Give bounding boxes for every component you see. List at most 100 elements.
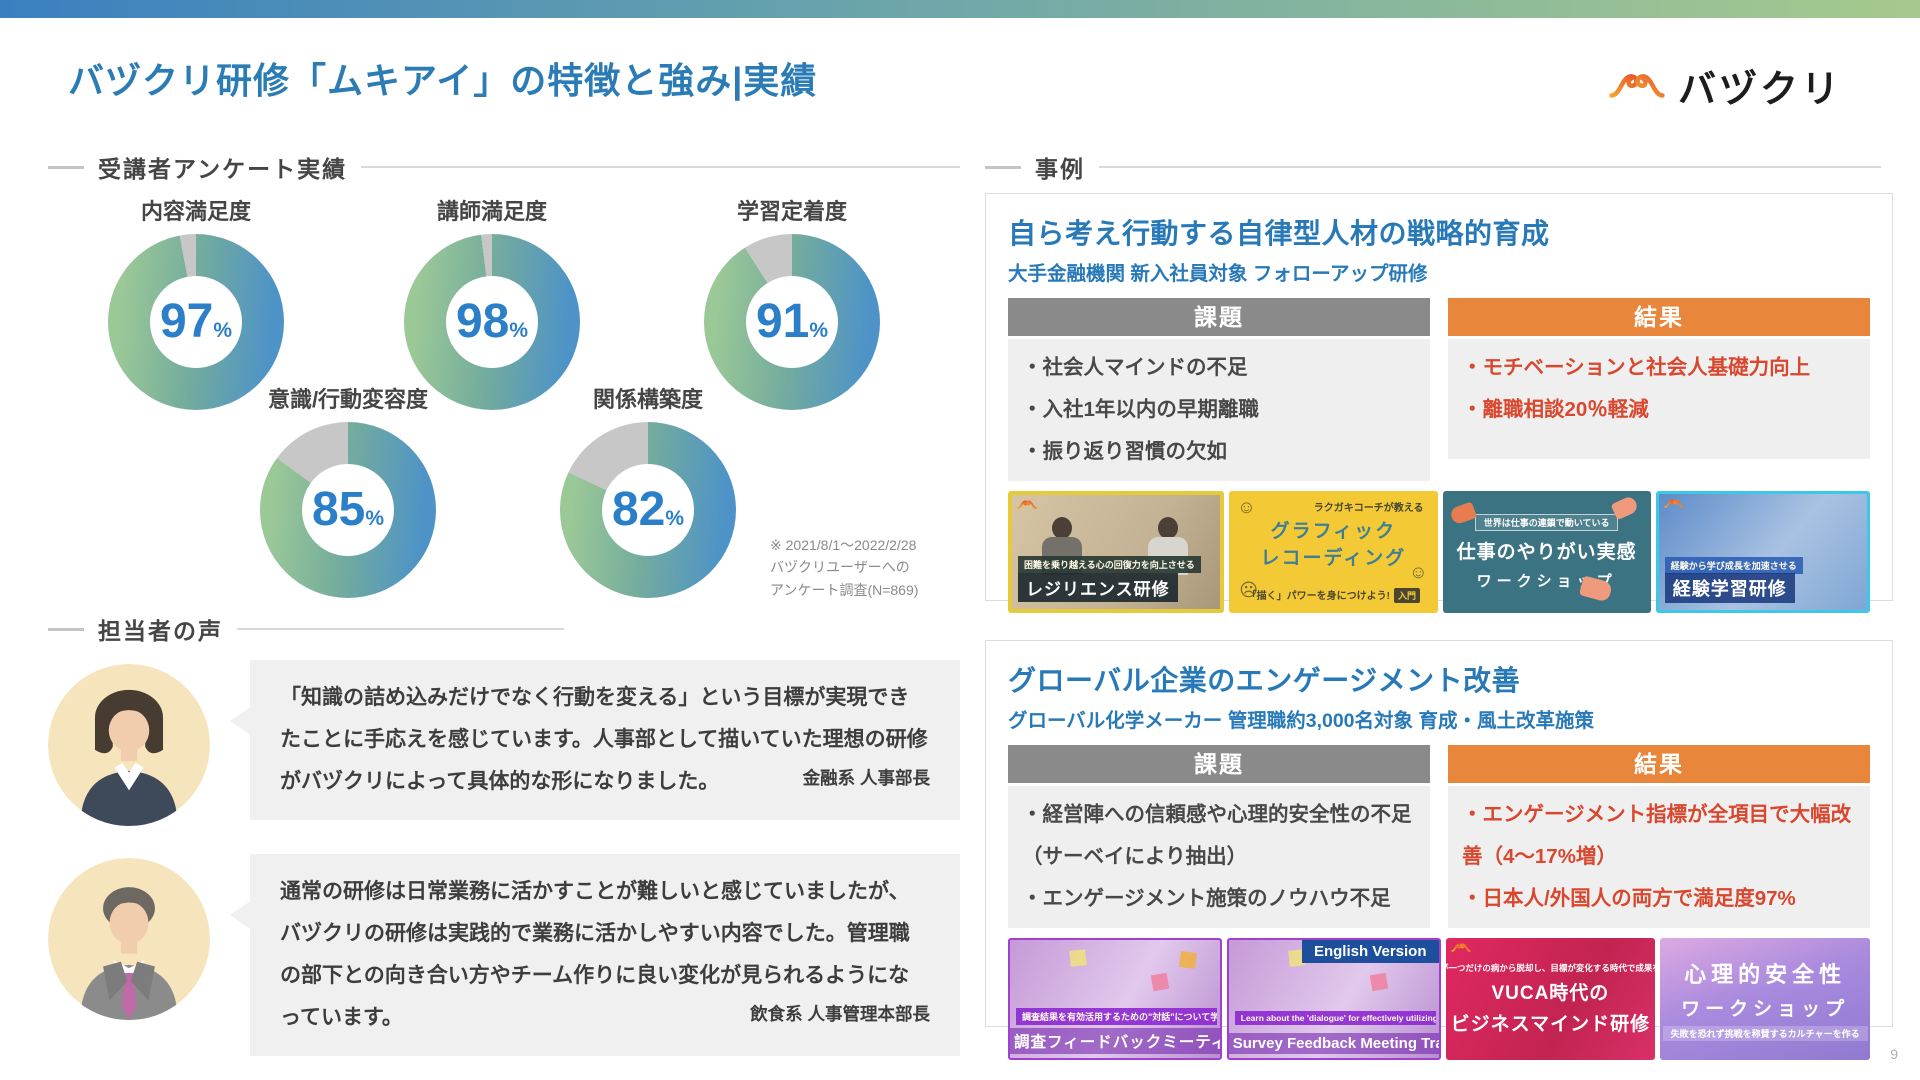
thumbnail-title-line: ワークショップ xyxy=(1476,572,1617,590)
program-thumbnail-strip: 困難を乗り越える心の回復力を向上させる レジリエンス研修 ☺ ☺ ☹ ラクガキコ… xyxy=(1008,491,1870,614)
thumbnail-title-line: レコーディング xyxy=(1260,547,1407,569)
testimonial-row: 「知識の詰め込みだけでなく行動を変える」という目標が実現できたことに手応えを感じ… xyxy=(48,660,960,826)
cases-section: 事例 自ら考え行動する自律型人材の戦略的育成 大手金融機関 新入社員対象 フォロ… xyxy=(985,150,1893,1061)
smiley-doodle: ☹ xyxy=(1239,580,1259,601)
issue-item: エンゲージメント施策のノウハウ不足 xyxy=(1022,878,1416,920)
case-subtitle: グローバル化学メーカー 管理職約3,000名対象 育成・風土改革施策 xyxy=(1008,710,1594,732)
section-label: 事例 xyxy=(1035,156,1085,182)
case-card-global-engagement: グローバル企業のエンゲージメント改善 グローバル化学メーカー 管理職約3,000… xyxy=(985,640,1893,1061)
donut-label: 意識/行動変容度 xyxy=(267,387,429,412)
thumbnail-title: レジリエンス研修 xyxy=(1018,573,1178,603)
case-title: グローバル企業のエンゲージメント改善 xyxy=(1008,665,1521,696)
page-title: バヅクリ研修「ムキアイ」の特徴と強み|実績 xyxy=(68,60,818,101)
donut-ring: 98 % xyxy=(404,234,580,410)
thumbnail-title: 調査フィードバックミーティング研修 xyxy=(1010,1028,1220,1055)
testimonial-row: 通常の研修は日常業務に活かすことが難しいと感じていましたが、バヅクリの研修は実践… xyxy=(48,854,960,1056)
donut-label: 講師満足度 xyxy=(436,199,547,224)
knot-icon xyxy=(1017,500,1037,509)
header-dash xyxy=(985,165,1021,169)
donut-number: 91 xyxy=(755,295,810,348)
knot-icon xyxy=(1609,74,1665,98)
results-column: 結果 エンゲージメント指標が全項目で大幅改善（4～17%増） 日本人/外国人の両… xyxy=(1448,745,1870,929)
thumbnail-subline: 失敗を恐れず挑戦を称賛するカルチャーを作る xyxy=(1662,1026,1868,1042)
thumbnail-title-line: ワークショップ xyxy=(1681,999,1850,1021)
sticky-note-decoration xyxy=(1369,972,1388,992)
donut-label: 内容満足度 xyxy=(140,199,251,224)
thumbnail-title: グラフィック レコーディング xyxy=(1229,519,1437,572)
thumbnail-title-line: VUCA時代の xyxy=(1491,983,1610,1005)
thumbnail-topline: 世界は仕事の連鎖で動いている xyxy=(1474,513,1619,531)
footnote-line: ※ 2021/8/1～2022/2/28 xyxy=(770,537,917,553)
results-body: エンゲージメント指標が全項目で大幅改善（4～17%増） 日本人/外国人の両方で満… xyxy=(1448,786,1870,929)
speech-bubble: 通常の研修は日常業務に活かすことが難しいと感じていましたが、バヅクリの研修は実践… xyxy=(230,854,960,1056)
issues-list: 社会人マインドの不足 入社1年以内の早期離職 振り返り習慣の欠如 xyxy=(1022,347,1416,473)
issue-item: 振り返り習慣の欠如 xyxy=(1022,431,1416,473)
donut-label: 関係構築度 xyxy=(592,387,703,412)
result-item: 日本人/外国人の両方で満足度97% xyxy=(1462,878,1856,920)
donut-relationship-building: 関係構築度 82 % xyxy=(560,382,736,598)
header-rule xyxy=(1099,166,1881,168)
section-header-voices: 担当者の声 xyxy=(48,612,564,646)
issues-results-columns: 課題 社会人マインドの不足 入社1年以内の早期離職 振り返り習慣の欠如 結果 モ… xyxy=(1008,298,1870,482)
section-header-survey: 受講者アンケート実績 xyxy=(48,150,960,184)
issue-item: 社会人マインドの不足 xyxy=(1022,347,1416,389)
english-version-badge: English Version xyxy=(1301,940,1439,964)
results-header: 結果 xyxy=(1448,298,1870,336)
testimonial-quote: 「知識の詰め込みだけでなく行動を変える」という目標が実現できたことに手応えを感じ… xyxy=(280,677,930,803)
donut-value: 82 % xyxy=(560,422,736,598)
brand-logo: バヅクリ xyxy=(1608,58,1842,113)
case-card-autonomous-talent: 自ら考え行動する自律型人材の戦略的育成 大手金融機関 新入社員対象 フォローアッ… xyxy=(985,193,1893,614)
section-label: 受講者アンケート実績 xyxy=(98,156,348,182)
thumbnail-survey-feedback-meeting-en: English Version Learn about the 'dialogu… xyxy=(1226,938,1441,1061)
smiley-doodle: ☺ xyxy=(1237,497,1256,518)
thumbnail-resilience-training: 困難を乗り越える心の回復力を向上させる レジリエンス研修 xyxy=(1008,491,1225,614)
result-item: 離職相談20％軽減 xyxy=(1462,389,1856,431)
top-gradient-bar xyxy=(0,0,1920,18)
issues-body: 社会人マインドの不足 入社1年以内の早期離職 振り返り習慣の欠如 xyxy=(1008,339,1430,482)
results-header: 結果 xyxy=(1448,745,1870,783)
thumbnail-vuca-business-mind-training: 正解が一つだけの病から脱却し、目標が変化する時代で成果を出す VUCA時代の ビ… xyxy=(1445,938,1656,1061)
section-label: 担当者の声 xyxy=(98,618,223,644)
testimonial-attribution: 金融系 人事部長 xyxy=(802,768,930,788)
donut-label: 学習定着度 xyxy=(736,199,847,224)
program-thumbnail-strip: 調査結果を有効活用するための"対話"について学ぶ 調査フィードバックミーティング… xyxy=(1008,938,1870,1061)
thumbnail-tagline: 調査結果を有効活用するための"対話"について学ぶ xyxy=(1016,1008,1218,1026)
thumbnail-subline: 「描く」パワーを身につけよう! 入門 xyxy=(1229,587,1437,604)
issues-results-columns: 課題 経営陣への信頼感や心理的安全性の不足（サーベイにより抽出） エンゲージメン… xyxy=(1008,745,1870,929)
quote-text: 「知識の詰め込みだけでなく行動を変える」という目標が実現できたことに手応えを感じ… xyxy=(280,686,928,793)
testimonial-quote: 通常の研修は日常業務に活かすことが難しいと感じていましたが、バヅクリの研修は実践… xyxy=(280,871,930,1039)
avatar-woman-illustration xyxy=(48,664,210,826)
thumbnail-tagline: Learn about the 'dialogue' for effective… xyxy=(1234,1011,1437,1026)
donut-number: 85 xyxy=(311,483,366,536)
header-dash xyxy=(48,627,84,631)
testimonial-attribution: 飲食系 人事管理本部長 xyxy=(750,1004,930,1024)
avatar-man-illustration xyxy=(48,858,210,1020)
donut-content-satisfaction: 内容満足度 97 % xyxy=(108,194,284,410)
knot-icon xyxy=(1450,943,1471,952)
issue-item: 入社1年以内の早期離職 xyxy=(1022,389,1416,431)
case-title: 自ら考え行動する自律型人材の戦略的育成 xyxy=(1008,218,1550,249)
knot-icon xyxy=(1664,499,1684,508)
donut-number: 82 xyxy=(611,483,666,536)
results-list: エンゲージメント指標が全項目で大幅改善（4～17%増） 日本人/外国人の両方で満… xyxy=(1462,794,1856,920)
donut-ring: 91 % xyxy=(704,234,880,410)
donut-unit: % xyxy=(665,507,685,530)
results-list: モチベーションと社会人基礎力向上 離職相談20％軽減 xyxy=(1462,347,1856,431)
thumbnail-tagline: 経験から学び成長を加速させる xyxy=(1664,557,1803,575)
donut-instructor-satisfaction: 講師満足度 98 % xyxy=(404,194,580,410)
voices-section: 担当者の声 「知識の詰め込みだけでなく行動を変える」という目標が実現できたことに… xyxy=(48,612,960,1056)
result-item: エンゲージメント指標が全項目で大幅改善（4～17%増） xyxy=(1462,794,1856,878)
thumbnail-experiential-learning-training: 経験から学び成長を加速させる 経験学習研修 xyxy=(1655,491,1870,614)
donut-learning-retention: 学習定着度 91 % xyxy=(704,194,880,410)
issue-item: 経営陣への信頼感や心理的安全性の不足（サーベイにより抽出） xyxy=(1022,794,1416,878)
donut-number: 97 xyxy=(159,295,214,348)
issues-column: 課題 社会人マインドの不足 入社1年以内の早期離職 振り返り習慣の欠如 xyxy=(1008,298,1430,482)
section-header-cases: 事例 xyxy=(985,150,1881,184)
header-rule xyxy=(237,628,564,630)
thumbnail-title: 経験学習研修 xyxy=(1664,573,1795,604)
thumbnail-survey-feedback-meeting-jp: 調査結果を有効活用するための"対話"について学ぶ 調査フィードバックミーティング… xyxy=(1008,938,1222,1061)
intro-badge: 入門 xyxy=(1394,588,1421,604)
donut-ring: 82 % xyxy=(560,422,736,598)
page-number: 9 xyxy=(1890,1046,1898,1062)
issues-header: 課題 xyxy=(1008,298,1430,336)
